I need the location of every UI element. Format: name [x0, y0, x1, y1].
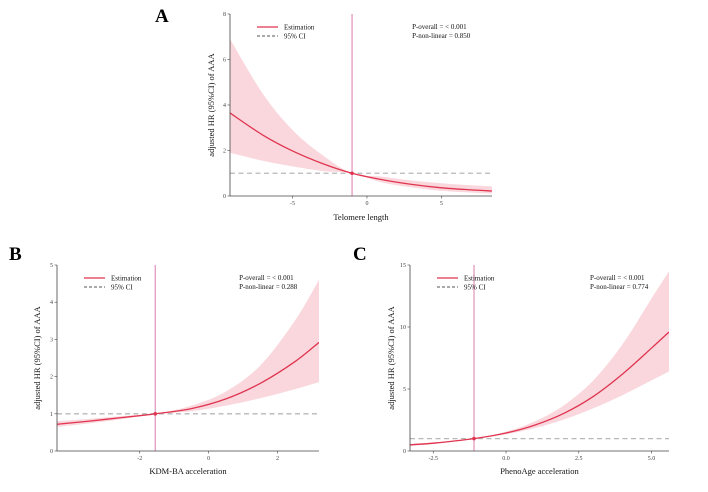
y-tick-label: 0 — [403, 449, 406, 455]
reference-point — [472, 436, 476, 441]
legend-estimate-label: Estimation — [464, 274, 495, 282]
x-tick-label: 5.0 — [648, 456, 656, 462]
y-tick-label: 6 — [223, 58, 226, 64]
y-tick-label: 0 — [223, 194, 226, 200]
y-tick-label: 1 — [50, 412, 53, 418]
reference-point — [153, 412, 158, 416]
estimate-line — [57, 341, 319, 425]
legend-estimate-label: Estimation — [284, 23, 315, 31]
ci-band — [410, 271, 669, 446]
x-tick-label: 0 — [365, 201, 368, 207]
y-tick-label: 15 — [400, 263, 406, 269]
p-overall-text: P-overall = < 0.001 — [239, 274, 294, 282]
y-tick-label: 2 — [223, 149, 226, 155]
legend-ci-label: 95% CI — [284, 32, 306, 40]
y-tick-label: 3 — [50, 337, 53, 343]
y-tick-label: 8 — [223, 12, 226, 18]
p-nonlinear-text: P-non-linear = 0.774 — [590, 283, 649, 291]
estimate-line — [410, 331, 669, 446]
ci-band — [230, 39, 492, 194]
y-axis-title: adjusted HR (95%CI) of AAA — [386, 305, 396, 409]
y-axis-title: adjusted HR (95%CI) of AAA — [32, 305, 42, 409]
estimate-line — [230, 112, 492, 192]
panel-c: C 0 5 10 15 -2.5 0.0 2.5 5.0 PhenoAge acceleratio… — [353, 244, 669, 476]
x-tick-label: -2.5 — [429, 456, 439, 462]
x-tick-label: 0.0 — [502, 456, 510, 462]
ci-band — [57, 279, 319, 427]
y-tick-label: 4 — [50, 300, 53, 306]
p-nonlinear-text: P-non-linear = 0.850 — [412, 32, 471, 40]
p-overall-text: P-overall = < 0.001 — [590, 274, 645, 282]
y-tick-label: 10 — [400, 325, 406, 331]
x-axis-title: KDM-BA acceleration — [149, 466, 227, 476]
legend-ci-label: 95% CI — [464, 283, 486, 291]
legend-estimate-label: Estimation — [111, 274, 142, 282]
panel-b: B 0 1 2 3 4 5 -2 0 2 KDM-BA acceleration adjusted H… — [9, 244, 319, 476]
x-tick-label: 2 — [276, 456, 279, 462]
legend-ci-label: 95% CI — [111, 283, 133, 291]
p-overall-text: P-overall = < 0.001 — [412, 23, 467, 31]
x-tick-label: 5 — [440, 201, 443, 207]
y-tick-label: 5 — [403, 387, 406, 393]
x-axis-title: Telomere length — [333, 212, 389, 222]
p-nonlinear-text: P-non-linear = 0.288 — [239, 283, 298, 291]
x-tick-label: 0 — [207, 456, 210, 462]
panel-letter: C — [353, 244, 367, 265]
panel-letter: A — [155, 6, 169, 27]
panel-letter: B — [9, 244, 22, 265]
x-tick-label: -2 — [137, 456, 142, 462]
y-axis-title: adjusted HR (95%CI) of AAA — [206, 52, 216, 156]
x-tick-label: -5 — [290, 201, 295, 207]
x-axis-title: PhenoAge acceleration — [500, 466, 579, 476]
x-tick-label: 2.5 — [575, 456, 583, 462]
y-tick-label: 4 — [223, 103, 226, 109]
y-tick-label: 2 — [50, 375, 53, 381]
panel-a: A 0 2 4 6 8 -5 0 5 Telomere length adjusted HR (95… — [155, 6, 492, 222]
reference-point — [350, 171, 354, 176]
y-tick-label: 0 — [50, 449, 53, 455]
y-tick-label: 5 — [50, 263, 53, 269]
